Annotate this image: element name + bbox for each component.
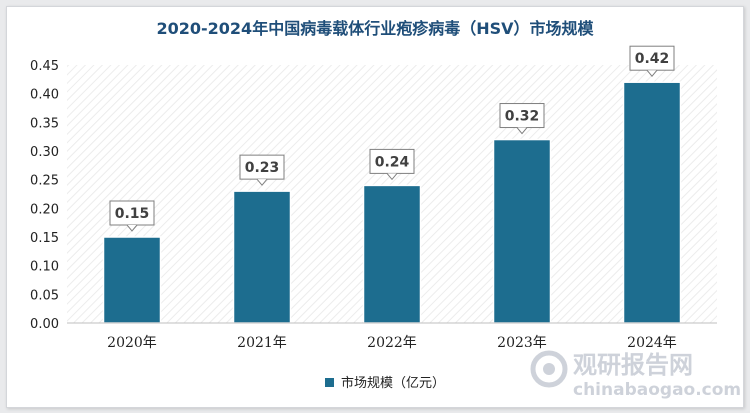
y-tick-label: 0.20 — [30, 202, 59, 217]
data-label-text: 0.24 — [375, 154, 410, 170]
data-label: 0.24 — [369, 148, 415, 181]
data-label-text: 0.32 — [505, 109, 540, 125]
bar-chart: 2020-2024年中国病毒载体行业疱疹病毒（HSV）市场规模 0.00 0.05… — [30, 19, 741, 400]
data-label-text: 0.42 — [635, 51, 670, 67]
data-label: 0.23 — [239, 154, 285, 186]
data-label-pointer — [386, 173, 398, 181]
y-tick-label: 0.35 — [30, 116, 59, 131]
bar — [362, 184, 422, 324]
watermark-brand-cn: 观研报告网 — [573, 351, 693, 379]
bar — [232, 190, 292, 324]
bar — [102, 236, 162, 324]
watermark: 观研报告网 chinabaogao.com — [530, 350, 741, 400]
data-label: 0.42 — [629, 45, 675, 77]
data-label-pointer — [256, 178, 268, 186]
data-label-pointer — [126, 224, 138, 232]
data-label: 0.15 — [109, 200, 155, 232]
watermark-brand-en: chinabaogao.com — [573, 380, 741, 400]
data-label-text: 0.15 — [115, 206, 150, 222]
x-tick-label: 2022年 — [367, 335, 417, 351]
x-tick-label: 2020年 — [107, 335, 157, 351]
legend: 市场规模（亿元） — [325, 375, 445, 391]
data-label-pointer — [646, 69, 658, 77]
watermark-logo-icon — [530, 350, 568, 388]
y-axis: 0.00 0.05 0.10 0.15 0.20 0.25 0.30 0.35 0.40 0.45 — [30, 59, 59, 332]
x-axis: 2020年 2021年 2022年 2023年 2024年 — [107, 335, 677, 351]
legend-label: 市场规模（亿元） — [341, 375, 445, 391]
x-tick-label: 2024年 — [627, 335, 677, 351]
data-label-box — [499, 103, 545, 129]
y-tick-label: 0.05 — [30, 288, 59, 303]
y-tick-label: 0.30 — [30, 145, 59, 160]
x-tick-label: 2021年 — [237, 335, 287, 351]
bar-series — [102, 81, 682, 324]
data-label: 0.32 — [499, 103, 545, 135]
chart-title: 2020-2024年中国病毒载体行业疱疹病毒（HSV）市场规模 — [156, 19, 594, 38]
x-tick-label: 2023年 — [497, 335, 547, 351]
data-label-box — [239, 154, 285, 180]
watermark-logo-dot — [543, 363, 555, 375]
data-label-box — [629, 45, 675, 71]
chart-frame: 2020-2024年中国病毒载体行业疱疹病毒（HSV）市场规模 0.00 0.05… — [6, 6, 744, 408]
y-tick-label: 0.25 — [30, 174, 59, 189]
legend-swatch — [325, 378, 334, 387]
data-labels: 0.15 0.23 0.24 0.32 0.42 — [109, 45, 675, 232]
y-tick-label: 0.00 — [30, 317, 59, 332]
data-label-pointer — [516, 127, 528, 135]
bar — [492, 138, 552, 324]
y-tick-label: 0.15 — [30, 231, 59, 246]
bar — [622, 81, 682, 324]
y-tick-label: 0.10 — [30, 260, 59, 275]
y-tick-label: 0.45 — [30, 59, 59, 74]
y-tick-label: 0.40 — [30, 88, 59, 103]
data-label-text: 0.23 — [245, 160, 280, 176]
